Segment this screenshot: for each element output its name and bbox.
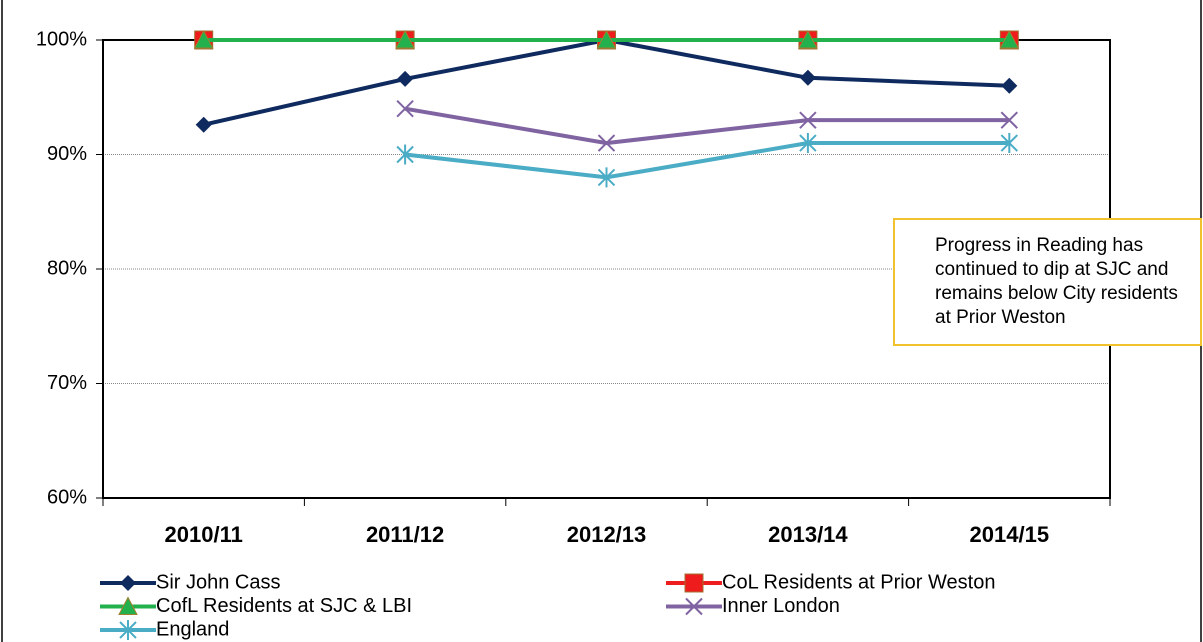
- series-line: [404, 106, 1010, 146]
- marker: [684, 573, 704, 593]
- series-line: [203, 37, 1010, 127]
- legend-label: Sir John Cass: [156, 571, 281, 593]
- y-tick-label: 90%: [47, 143, 87, 165]
- x-tick-label: 2010/11: [165, 522, 243, 547]
- marker: [597, 134, 616, 152]
- y-tick-label: 70%: [47, 372, 87, 394]
- marker: [395, 29, 415, 49]
- legend-label: England: [156, 618, 229, 640]
- marker: [798, 29, 818, 49]
- y-tick-label: 80%: [47, 257, 87, 279]
- marker: [999, 29, 1020, 49]
- marker: [193, 29, 214, 49]
- marker: [120, 575, 136, 591]
- marker: [1000, 111, 1019, 129]
- legend-label: CofL Residents at SJC & LBI: [156, 595, 412, 617]
- x-tick-label: 2013/14: [768, 522, 848, 547]
- annotation: Progress in Reading has continued to dip…: [893, 218, 1202, 346]
- x-tick-label: 2011/12: [366, 522, 444, 547]
- marker: [1001, 77, 1018, 94]
- marker: [396, 99, 414, 118]
- marker: [799, 111, 817, 129]
- marker: [397, 70, 414, 87]
- marker: [799, 133, 817, 154]
- legend-label: Inner London: [722, 595, 840, 617]
- marker: [596, 29, 617, 49]
- marker: [799, 69, 816, 86]
- y-tick-label: 100%: [36, 28, 87, 50]
- x-tick-label: 2014/15: [970, 522, 1050, 547]
- marker: [119, 620, 137, 640]
- marker: [396, 144, 414, 165]
- legend-label: CoL Residents at Prior Weston: [722, 571, 995, 593]
- marker: [685, 597, 703, 616]
- marker: [195, 116, 212, 133]
- marker: [597, 167, 616, 188]
- x-tick-label: 2012/13: [567, 522, 647, 547]
- series-line: [404, 141, 1010, 180]
- marker: [1000, 133, 1019, 154]
- marker: [118, 596, 138, 615]
- y-tick-label: 60%: [47, 486, 87, 508]
